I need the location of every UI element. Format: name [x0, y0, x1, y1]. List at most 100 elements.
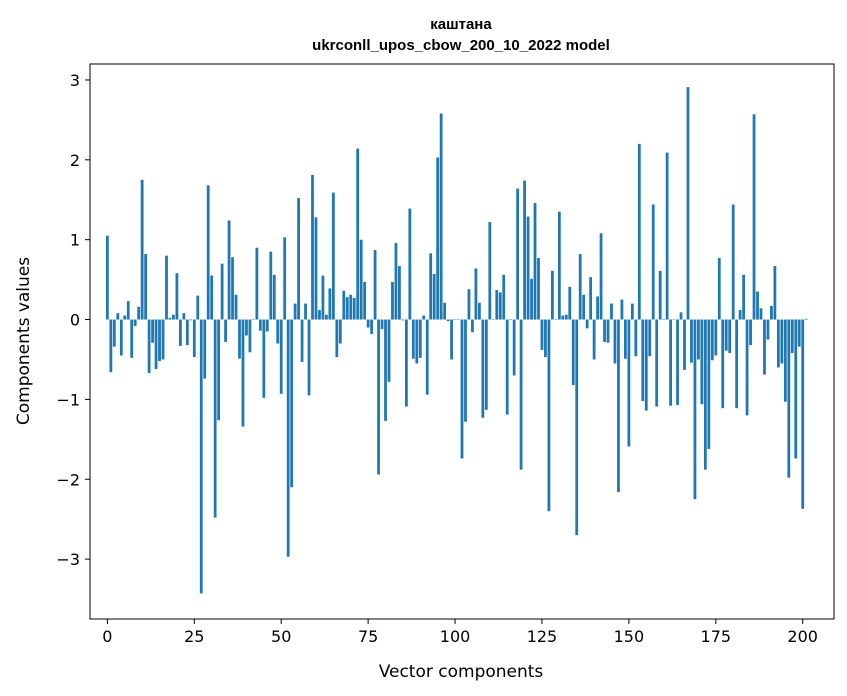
bar [192, 319, 196, 358]
bar [318, 309, 321, 320]
bar [686, 87, 690, 320]
bar [589, 277, 593, 320]
bar [311, 175, 314, 320]
bar [384, 319, 387, 421]
bar [185, 319, 189, 346]
bar [175, 273, 179, 320]
bar [728, 319, 732, 354]
plot-frame [89, 63, 835, 620]
bar [568, 286, 572, 320]
bar [283, 237, 287, 320]
bar [172, 314, 175, 320]
bar [408, 208, 412, 320]
bar [467, 289, 471, 320]
bar [366, 319, 370, 328]
bar [238, 319, 241, 359]
bar [526, 216, 530, 320]
bar [742, 274, 745, 320]
bar [731, 204, 735, 320]
bar [540, 319, 544, 350]
bar [307, 319, 311, 396]
x-tick-label: 75 [358, 627, 378, 646]
bar [359, 239, 363, 320]
bar [189, 319, 193, 321]
bar [457, 319, 460, 321]
bar [738, 309, 742, 320]
bar [429, 253, 433, 320]
bar [436, 157, 440, 320]
bar [286, 319, 290, 557]
bar [509, 319, 513, 321]
bar [370, 319, 373, 334]
chart-subtitle: ukrconll_upos_cbow_200_10_2022 model [312, 37, 610, 54]
bar [325, 314, 328, 320]
bar [262, 319, 266, 398]
bar [624, 319, 627, 359]
y-tick-label: 1 [70, 231, 80, 250]
bar [140, 179, 144, 320]
bar [717, 258, 721, 320]
bar [804, 318, 808, 320]
bar [547, 319, 551, 512]
bar [460, 319, 464, 459]
chart-title: каштана [430, 16, 492, 33]
bar [471, 319, 474, 333]
bar [693, 319, 697, 500]
bar [137, 306, 141, 320]
bar [676, 319, 679, 405]
bar [665, 152, 669, 320]
bar [797, 319, 801, 347]
bar [342, 290, 346, 320]
bar [255, 247, 259, 320]
bar [394, 242, 398, 320]
bar [335, 319, 339, 358]
bar [533, 202, 537, 320]
bar [415, 319, 419, 364]
y-axis-label: Components values [14, 257, 34, 425]
bar [474, 268, 478, 320]
bar [714, 319, 718, 356]
bar [617, 319, 620, 493]
bar [495, 289, 499, 320]
bar [502, 274, 506, 320]
bar [703, 319, 707, 470]
bar [724, 319, 728, 351]
bar [776, 319, 780, 368]
bar [787, 319, 791, 478]
bar [780, 319, 784, 364]
bar [770, 305, 773, 320]
bar [648, 319, 652, 357]
bar [161, 319, 165, 360]
bar [749, 319, 752, 346]
bar [112, 319, 116, 347]
bar [304, 303, 307, 320]
bar [571, 319, 575, 386]
bar [123, 315, 127, 320]
bar [258, 319, 262, 331]
bar [276, 319, 280, 344]
bar [481, 319, 485, 418]
bar [592, 319, 596, 360]
x-tick-label: 125 [527, 627, 558, 646]
bar [133, 319, 137, 326]
bar [477, 302, 481, 320]
bar [349, 294, 353, 320]
bar [158, 319, 161, 362]
bar [564, 314, 568, 320]
bar [130, 319, 134, 358]
bar [231, 257, 234, 320]
bar [599, 233, 603, 320]
bar [398, 266, 401, 320]
bar [596, 296, 599, 320]
bar [551, 270, 554, 320]
bar [109, 319, 113, 373]
bar [578, 254, 582, 320]
bar [338, 319, 342, 344]
bar [224, 319, 227, 342]
bar [756, 291, 759, 320]
bar [752, 114, 756, 320]
bar [523, 180, 526, 320]
bar [279, 319, 283, 394]
bar [537, 258, 540, 320]
